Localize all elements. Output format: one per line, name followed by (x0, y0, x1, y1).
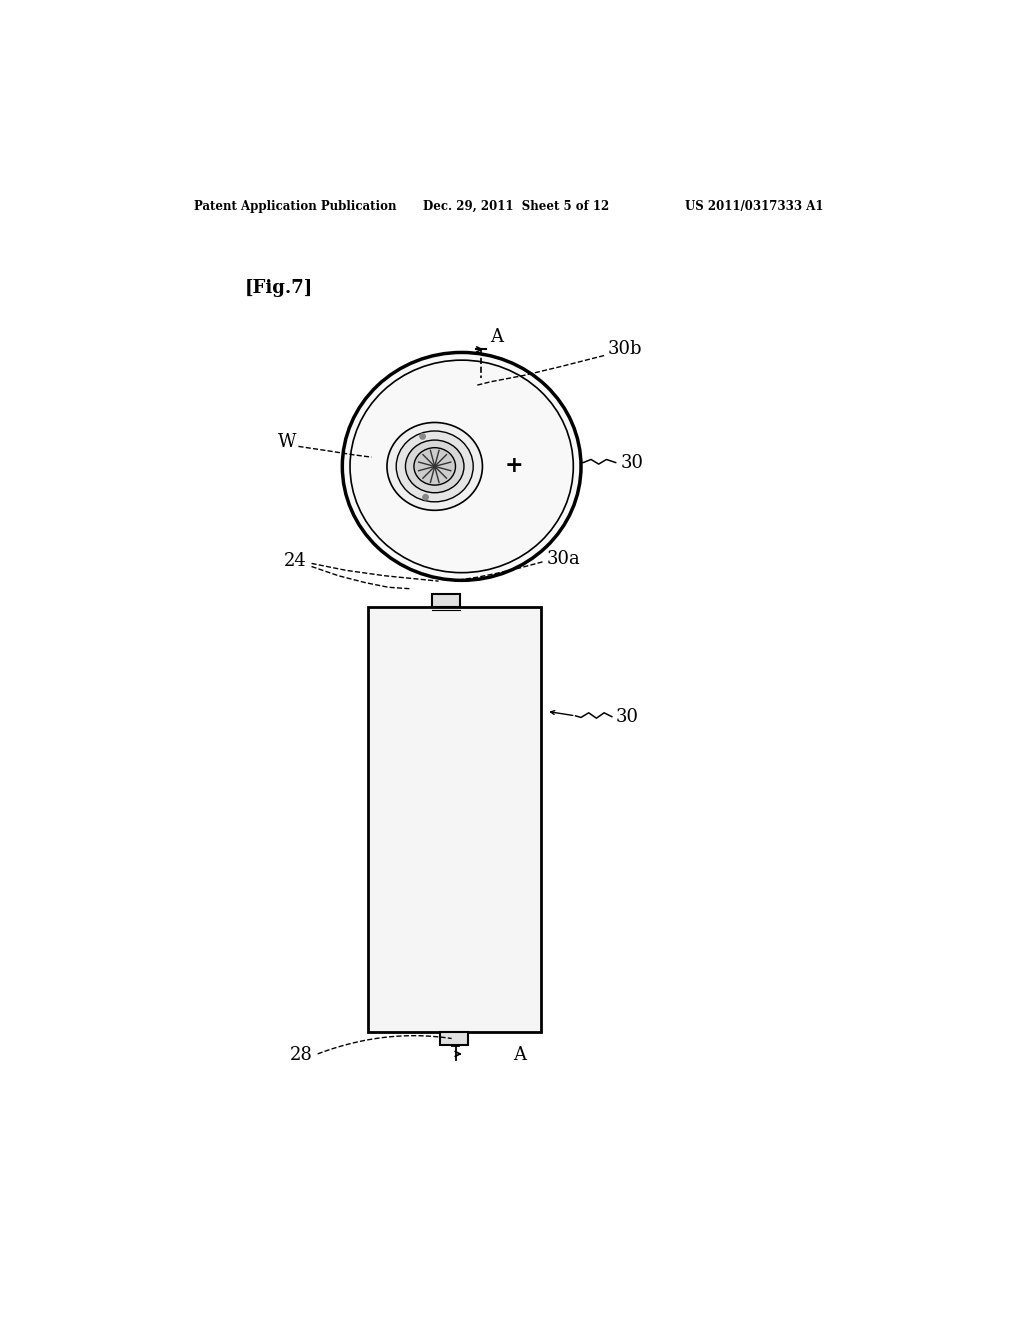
Text: US 2011/0317333 A1: US 2011/0317333 A1 (685, 199, 823, 213)
Text: 30b: 30b (608, 341, 642, 358)
Ellipse shape (396, 432, 473, 502)
Bar (432, 594, 460, 607)
Text: 30a: 30a (547, 550, 581, 568)
Bar (440, 1032, 468, 1044)
Text: 30: 30 (615, 708, 639, 726)
Circle shape (420, 434, 425, 440)
Text: A: A (489, 329, 503, 346)
Ellipse shape (342, 352, 581, 581)
Text: Dec. 29, 2011  Sheet 5 of 12: Dec. 29, 2011 Sheet 5 of 12 (423, 199, 609, 213)
Text: W: W (278, 433, 296, 450)
Bar (368, 607, 541, 1032)
Ellipse shape (387, 422, 482, 511)
Ellipse shape (406, 440, 464, 492)
Text: 30: 30 (621, 454, 643, 471)
Text: 24: 24 (284, 552, 306, 570)
Text: +: + (505, 455, 523, 478)
Ellipse shape (414, 447, 456, 486)
Text: [Fig.7]: [Fig.7] (245, 279, 312, 297)
Circle shape (423, 495, 428, 500)
Text: 28: 28 (290, 1047, 313, 1064)
Text: A: A (513, 1047, 526, 1064)
Text: Patent Application Publication: Patent Application Publication (194, 199, 396, 213)
